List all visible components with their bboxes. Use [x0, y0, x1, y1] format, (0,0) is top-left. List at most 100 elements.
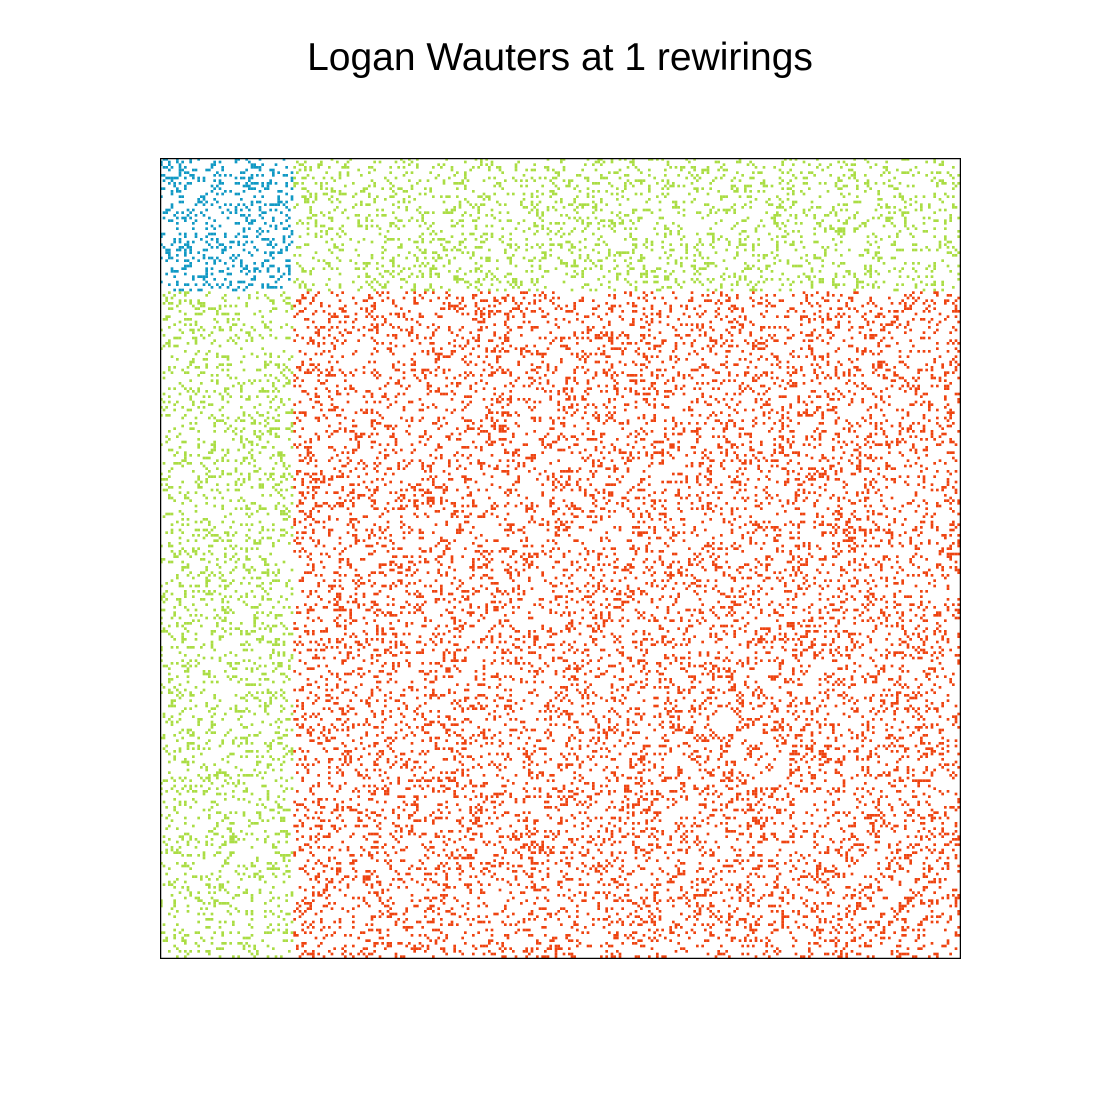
matrix-cell [413, 302, 416, 305]
matrix-cell [797, 275, 800, 278]
matrix-cell [944, 182, 947, 185]
matrix-cell [178, 835, 182, 838]
matrix-cell [864, 158, 867, 161]
matrix-cell [901, 283, 904, 286]
matrix-cell [250, 174, 254, 177]
matrix-cell [210, 646, 214, 649]
matrix-cell [232, 675, 235, 678]
matrix-cell [346, 171, 350, 174]
matrix-cell [666, 256, 670, 260]
matrix-cell [741, 206, 744, 209]
matrix-cell [277, 896, 280, 900]
matrix-cell [176, 622, 179, 625]
matrix-cell [328, 262, 331, 265]
matrix-cell [557, 174, 560, 177]
matrix-cell [573, 246, 576, 249]
matrix-cell [680, 256, 683, 260]
matrix-cell [200, 558, 203, 561]
matrix-cell [392, 270, 395, 273]
matrix-cell [282, 651, 286, 654]
matrix-cell [208, 739, 211, 742]
matrix-cell [736, 171, 739, 174]
matrix-cell [405, 280, 408, 284]
matrix-cell [528, 302, 531, 305]
matrix-cell [520, 283, 523, 286]
matrix-cell [197, 720, 200, 724]
matrix-cell [674, 259, 678, 262]
matrix-cell [266, 571, 270, 574]
matrix-cell [288, 411, 291, 414]
matrix-cell [432, 238, 435, 241]
matrix-cell [216, 355, 219, 358]
matrix-cell [282, 672, 286, 676]
matrix-cell [618, 251, 622, 254]
matrix-cell [792, 190, 795, 193]
matrix-cell [213, 462, 216, 465]
matrix-cell [226, 448, 230, 452]
matrix-cell [192, 760, 195, 764]
matrix-cell [514, 163, 518, 166]
matrix-cell [274, 638, 278, 641]
matrix-cell [290, 728, 294, 732]
matrix-cell [944, 235, 947, 238]
matrix-cell [898, 248, 902, 252]
matrix-cell [312, 267, 315, 270]
matrix-cell [162, 736, 166, 740]
matrix-cell [290, 424, 294, 428]
matrix-cell [914, 166, 918, 169]
matrix-cell [296, 203, 299, 206]
matrix-cell [253, 379, 256, 382]
matrix-cell [592, 163, 595, 166]
matrix-cell [472, 206, 475, 209]
matrix-cell [274, 731, 278, 734]
matrix-cell [269, 656, 272, 660]
matrix-cell [648, 198, 651, 201]
matrix-cell [240, 723, 243, 726]
matrix-cell [901, 158, 904, 161]
matrix-cell [258, 638, 262, 641]
matrix-cell [170, 192, 174, 196]
matrix-cell [229, 830, 232, 833]
matrix-cell [840, 166, 843, 169]
matrix-cell [181, 928, 184, 932]
matrix-cell [226, 662, 230, 665]
matrix-cell [461, 232, 464, 236]
matrix-cell [280, 816, 283, 820]
matrix-cell [906, 275, 910, 278]
matrix-cell [229, 912, 232, 916]
matrix-cell [210, 643, 214, 646]
matrix-cell [680, 286, 683, 289]
matrix-cell [181, 200, 184, 204]
matrix-cell [397, 187, 400, 190]
matrix-cell [261, 174, 264, 177]
matrix-cell [282, 240, 286, 244]
matrix-cell [237, 627, 240, 630]
matrix-cell [256, 355, 259, 358]
matrix-cell [338, 227, 342, 230]
matrix-cell [261, 230, 264, 233]
matrix-cell [261, 536, 264, 540]
matrix-cell [226, 312, 230, 316]
matrix-cell [274, 862, 278, 865]
matrix-cell [216, 563, 219, 566]
matrix-cell [360, 174, 363, 177]
matrix-cell [904, 211, 907, 214]
matrix-cell [293, 254, 296, 257]
matrix-cell [200, 304, 203, 308]
matrix-cell [221, 600, 224, 604]
matrix-cell [282, 606, 286, 609]
matrix-cell [666, 187, 670, 190]
matrix-cell [301, 726, 304, 729]
matrix-cell [186, 291, 190, 294]
matrix-cell [184, 550, 187, 553]
matrix-cell [264, 838, 267, 841]
matrix-cell [224, 942, 227, 945]
matrix-cell [232, 920, 235, 924]
matrix-cell [648, 158, 651, 161]
matrix-cell [248, 179, 251, 182]
matrix-cell [869, 299, 872, 302]
matrix-cell [272, 275, 275, 278]
matrix-cell [280, 451, 283, 454]
matrix-cell [181, 424, 184, 428]
matrix-cell [304, 414, 307, 417]
